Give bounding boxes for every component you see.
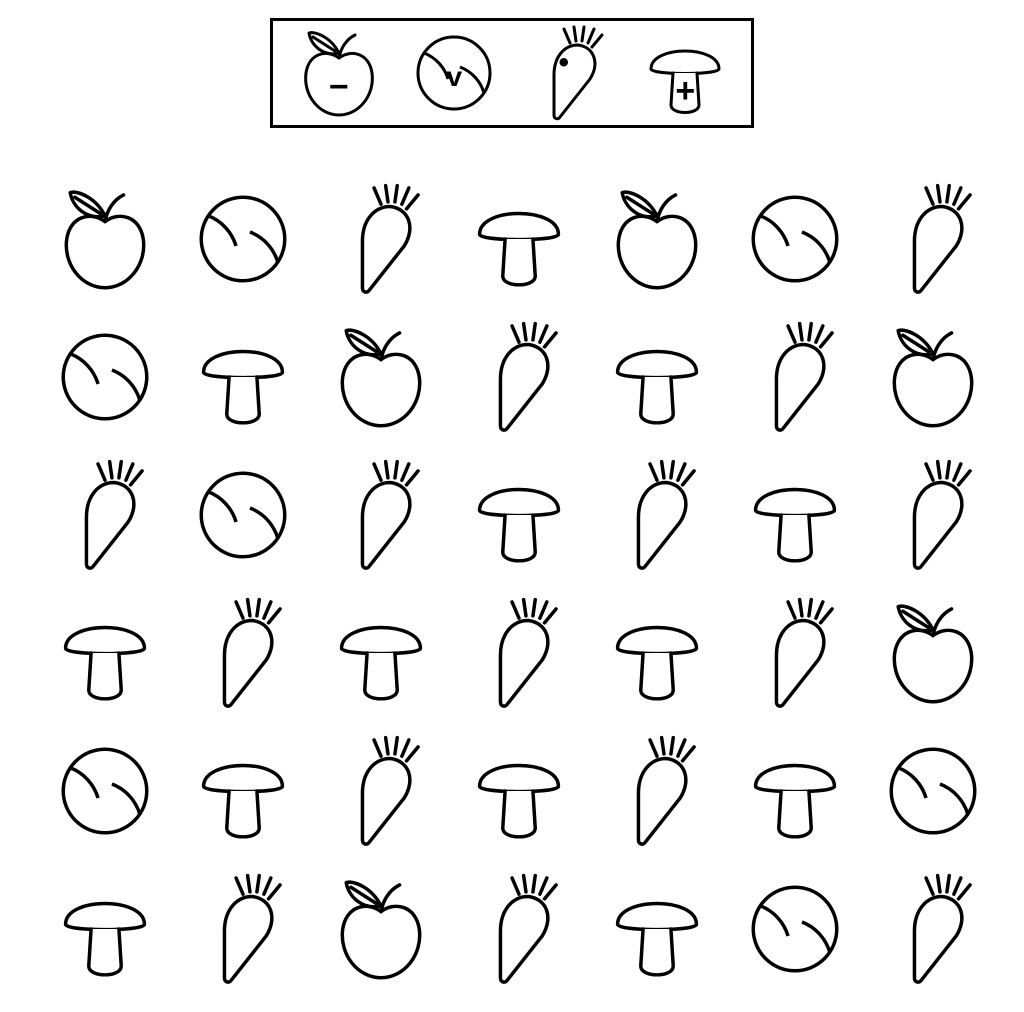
carrot-icon — [599, 733, 715, 849]
carrot-icon — [599, 457, 715, 573]
mushroom-icon — [323, 595, 439, 711]
mushroom-icon — [461, 181, 577, 297]
mushroom-icon — [737, 733, 853, 849]
ball-icon — [47, 733, 163, 849]
legend-item-carrot: • — [520, 23, 620, 123]
grid-cell — [36, 860, 174, 998]
grid-cell — [174, 170, 312, 308]
carrot-icon — [185, 871, 301, 987]
grid-cell — [312, 860, 450, 998]
grid-cell — [312, 446, 450, 584]
apple-icon — [47, 181, 163, 297]
grid-cell — [450, 584, 588, 722]
carrot-icon — [875, 871, 991, 987]
legend-item-mushroom: + — [635, 23, 735, 123]
carrot-icon — [461, 871, 577, 987]
ball-icon — [47, 319, 163, 435]
grid-cell — [726, 170, 864, 308]
apple-icon — [289, 23, 389, 123]
grid-cell — [726, 308, 864, 446]
legend-item-apple: − — [289, 23, 389, 123]
carrot-icon — [323, 181, 439, 297]
grid-cell — [174, 860, 312, 998]
carrot-icon — [323, 733, 439, 849]
grid-cell — [450, 170, 588, 308]
grid-cell — [588, 308, 726, 446]
apple-icon — [599, 181, 715, 297]
grid-cell — [864, 860, 1002, 998]
mushroom-icon — [185, 319, 301, 435]
grid-cell — [174, 722, 312, 860]
grid-cell — [312, 584, 450, 722]
mushroom-icon — [47, 595, 163, 711]
grid-cell — [36, 722, 174, 860]
grid-cell — [588, 446, 726, 584]
mushroom-icon — [599, 319, 715, 435]
grid-cell — [450, 446, 588, 584]
grid-cell — [588, 170, 726, 308]
icon-grid — [36, 170, 1002, 998]
grid-cell — [36, 446, 174, 584]
grid-cell — [312, 308, 450, 446]
grid-cell — [312, 170, 450, 308]
apple-icon — [323, 871, 439, 987]
grid-cell — [726, 446, 864, 584]
mushroom-icon — [461, 733, 577, 849]
carrot-icon — [185, 595, 301, 711]
grid-cell — [588, 722, 726, 860]
grid-cell — [588, 584, 726, 722]
grid-cell — [726, 584, 864, 722]
grid-cell — [588, 860, 726, 998]
grid-cell — [864, 584, 1002, 722]
grid-cell — [174, 446, 312, 584]
apple-icon — [875, 319, 991, 435]
legend-item-ball: v — [404, 23, 504, 123]
grid-cell — [726, 860, 864, 998]
grid-cell — [450, 860, 588, 998]
mushroom-icon — [461, 457, 577, 573]
carrot-icon — [875, 181, 991, 297]
carrot-icon — [520, 23, 620, 123]
mushroom-icon — [47, 871, 163, 987]
carrot-icon — [323, 457, 439, 573]
grid-cell — [36, 584, 174, 722]
mushroom-icon — [185, 733, 301, 849]
grid-cell — [864, 446, 1002, 584]
mushroom-icon — [635, 23, 735, 123]
grid-cell — [36, 308, 174, 446]
ball-icon — [737, 871, 853, 987]
worksheet-page: − v • + — [0, 0, 1024, 1012]
grid-cell — [450, 308, 588, 446]
apple-icon — [323, 319, 439, 435]
carrot-icon — [875, 457, 991, 573]
grid-cell — [864, 170, 1002, 308]
grid-cell — [312, 722, 450, 860]
grid-cell — [36, 170, 174, 308]
grid-cell — [174, 308, 312, 446]
legend-box: − v • + — [270, 18, 754, 128]
apple-icon — [875, 595, 991, 711]
ball-icon — [875, 733, 991, 849]
ball-icon — [185, 457, 301, 573]
grid-cell — [726, 722, 864, 860]
grid-cell — [174, 584, 312, 722]
mushroom-icon — [599, 595, 715, 711]
grid-cell — [450, 722, 588, 860]
carrot-icon — [737, 319, 853, 435]
ball-icon — [404, 23, 504, 123]
mushroom-icon — [599, 871, 715, 987]
carrot-icon — [47, 457, 163, 573]
grid-cell — [864, 722, 1002, 860]
mushroom-icon — [737, 457, 853, 573]
ball-icon — [737, 181, 853, 297]
carrot-icon — [461, 595, 577, 711]
ball-icon — [185, 181, 301, 297]
carrot-icon — [461, 319, 577, 435]
grid-cell — [864, 308, 1002, 446]
carrot-icon — [737, 595, 853, 711]
